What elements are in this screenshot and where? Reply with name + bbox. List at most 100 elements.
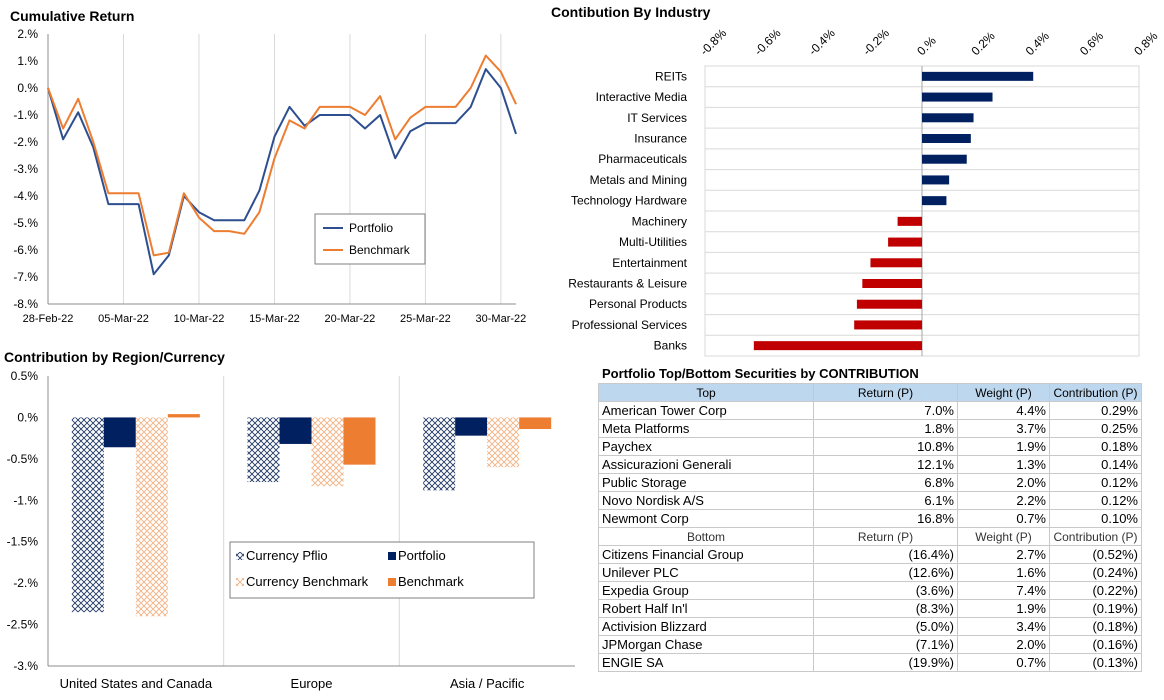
value-cell: 10.8% <box>813 437 958 456</box>
header-cell: Weight (P) <box>957 527 1050 546</box>
x-tick-label: 28-Feb-22 <box>23 313 74 325</box>
securities-table-title: Portfolio Top/Bottom Securities by CONTR… <box>602 366 919 381</box>
bar <box>455 417 488 436</box>
category-label: Pharmaceuticals <box>598 152 687 166</box>
category-label: Multi-Utilities <box>619 235 687 249</box>
table-row: Newmont Corp 16.8% 0.7% 0.10% <box>598 509 1142 528</box>
y-tick-label: -2.% <box>13 135 38 149</box>
x-tick-label: Asia / Pacific <box>450 676 525 691</box>
industry-chart-title: Contibution By Industry <box>551 4 711 20</box>
category-label: Interactive Media <box>596 90 688 104</box>
bar <box>922 92 993 102</box>
x-tick-label: 15-Mar-22 <box>249 313 300 325</box>
bar <box>279 417 312 444</box>
table-row: JPMorgan Chase (7.1%) 2.0% (0.16%) <box>598 635 1142 654</box>
bar <box>854 320 922 330</box>
value-cell: 0.12% <box>1049 473 1142 492</box>
value-cell: 1.3% <box>957 455 1050 474</box>
bar <box>897 216 922 226</box>
legend-label: Portfolio <box>398 548 446 563</box>
value-cell: 3.4% <box>957 617 1050 636</box>
value-cell: 2.0% <box>957 473 1050 492</box>
y-tick-label: -4.% <box>13 189 38 203</box>
bar <box>922 134 971 143</box>
value-cell: 16.8% <box>813 509 958 528</box>
category-label: IT Services <box>627 111 687 125</box>
x-tick-label: 10-Mar-22 <box>174 313 225 325</box>
legend-box <box>229 541 535 599</box>
value-cell: (12.6%) <box>813 563 958 582</box>
security-name: Citizens Financial Group <box>598 545 814 564</box>
security-name: American Tower Corp <box>598 401 814 420</box>
y-tick-label: -0.5% <box>7 452 39 466</box>
bar <box>423 417 456 491</box>
value-cell: 0.10% <box>1049 509 1142 528</box>
x-tick-label: 0.8% <box>1131 29 1160 58</box>
category-label: Entertainment <box>612 256 687 270</box>
bar <box>167 414 200 418</box>
y-tick-label: -6.% <box>13 243 38 257</box>
value-cell: 2.7% <box>957 545 1050 564</box>
category-label: Technology Hardware <box>571 194 687 208</box>
value-cell: 0.18% <box>1049 437 1142 456</box>
security-name: Activision Blizzard <box>598 617 814 636</box>
x-tick-label: 30-Mar-22 <box>476 313 527 325</box>
value-cell: (3.6%) <box>813 581 958 600</box>
table-row: Meta Platforms 1.8% 3.7% 0.25% <box>598 419 1142 438</box>
x-tick-label: 20-Mar-22 <box>325 313 376 325</box>
y-tick-label: 0.% <box>17 410 38 424</box>
security-name: Unilever PLC <box>598 563 814 582</box>
bar <box>103 417 136 448</box>
value-cell: (0.19%) <box>1049 599 1142 618</box>
y-tick-label: -1.5% <box>7 535 39 549</box>
x-tick-label: 25-Mar-22 <box>400 313 451 325</box>
value-cell: (19.9%) <box>813 653 958 672</box>
y-tick-label: -1.% <box>13 493 38 507</box>
table-row: Activision Blizzard (5.0%) 3.4% (0.18%) <box>598 617 1142 636</box>
category-label: Restaurants & Leisure <box>568 277 687 291</box>
y-tick-label: -7.% <box>13 270 38 284</box>
top-securities-body: American Tower Corp 7.0% 4.4% 0.29% Meta Pla… <box>598 401 1142 528</box>
value-cell: 0.7% <box>957 653 1050 672</box>
legend-label: Currency Benchmark <box>246 574 369 589</box>
table-row: Unilever PLC (12.6%) 1.6% (0.24%) <box>598 563 1142 582</box>
bar <box>922 196 947 206</box>
security-name: Meta Platforms <box>598 419 814 438</box>
category-label: Insurance <box>634 132 687 146</box>
y-tick-label: -8.% <box>13 297 38 311</box>
value-cell: 1.8% <box>813 419 958 438</box>
value-cell: (0.24%) <box>1049 563 1142 582</box>
header-cell: Weight (P) <box>957 383 1050 402</box>
series-line-benchmark <box>47 54 517 257</box>
table-row: ENGIE SA (19.9%) 0.7% (0.13%) <box>598 653 1142 672</box>
securities-table-wrap: Top Return (P) Weight (P) Contribution (… <box>598 383 1142 672</box>
legend-label: Portfolio <box>349 221 393 235</box>
header-cell: Return (P) <box>813 527 958 546</box>
value-cell: 6.1% <box>813 491 958 510</box>
value-cell: (0.18%) <box>1049 617 1142 636</box>
bar <box>870 258 922 268</box>
value-cell: 0.12% <box>1049 491 1142 510</box>
x-tick-label: 0.2% <box>968 29 997 58</box>
security-name: ENGIE SA <box>598 653 814 672</box>
series-line-portfolio <box>47 68 517 276</box>
value-cell: 0.7% <box>957 509 1050 528</box>
securities-table: Top Return (P) Weight (P) Contribution (… <box>598 383 1142 672</box>
bar <box>487 417 520 468</box>
table-row: American Tower Corp 7.0% 4.4% 0.29% <box>598 401 1142 420</box>
y-tick-label: 2.% <box>17 27 38 41</box>
security-name: Novo Nordisk A/S <box>598 491 814 510</box>
top-header-row: Top Return (P) Weight (P) Contribution (… <box>598 383 1142 402</box>
y-tick-label: -2.5% <box>7 618 39 632</box>
x-tick-label: -0.6% <box>751 26 783 58</box>
x-tick-label: 0.% <box>914 33 939 58</box>
table-row: Public Storage 6.8% 2.0% 0.12% <box>598 473 1142 492</box>
cumulative-return-title: Cumulative Return <box>10 8 135 24</box>
legend-swatch <box>388 552 396 560</box>
value-cell: 2.2% <box>957 491 1050 510</box>
value-cell: (0.22%) <box>1049 581 1142 600</box>
table-row: Citizens Financial Group (16.4%) 2.7% (0.52… <box>598 545 1142 564</box>
x-tick-label: 05-Mar-22 <box>98 313 149 325</box>
value-cell: 1.6% <box>957 563 1050 582</box>
header-cell: Top <box>598 383 814 402</box>
